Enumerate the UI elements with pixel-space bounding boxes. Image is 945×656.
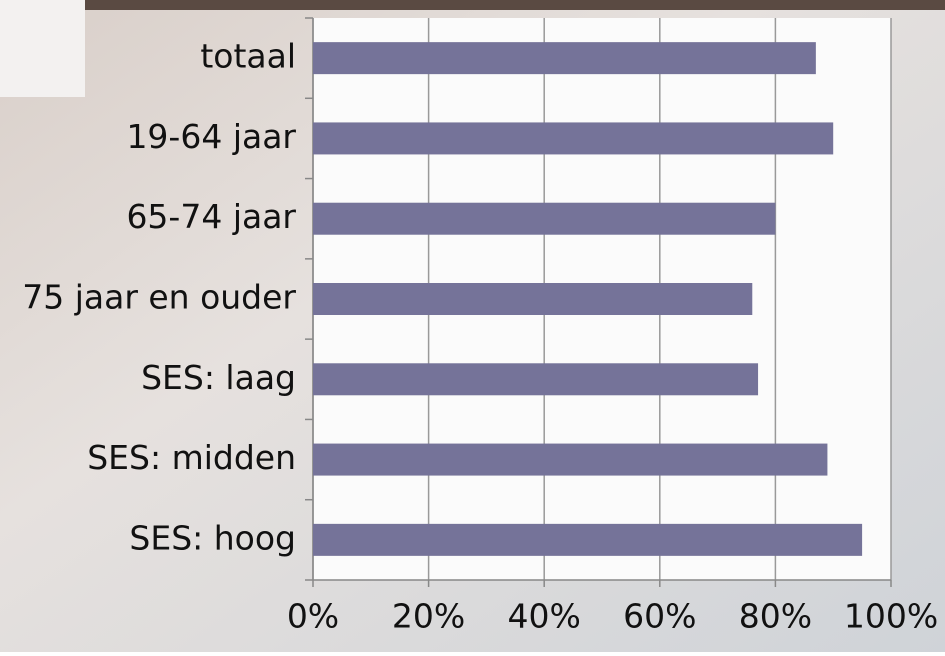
x-tick-label: 0% bbox=[287, 597, 339, 636]
y-tick-label: 19-64 jaar bbox=[126, 117, 296, 156]
chart: 0% 20% 40% 60% 80% 100% totaal 19-64 jaar 65-74 … bbox=[0, 0, 945, 652]
y-tick-label: 65-74 jaar bbox=[126, 197, 296, 236]
photo-edge bbox=[0, 0, 945, 10]
x-tick-label: 60% bbox=[623, 597, 696, 636]
y-tick-label: 75 jaar en ouder bbox=[22, 278, 296, 317]
y-tick-label: totaal bbox=[200, 37, 296, 76]
bar bbox=[313, 363, 758, 395]
x-tick-label: 20% bbox=[392, 597, 465, 636]
x-tick-label: 100% bbox=[844, 597, 938, 636]
bar bbox=[313, 524, 862, 556]
y-tick-label: SES: hoog bbox=[129, 518, 296, 557]
bar bbox=[313, 283, 752, 315]
y-tick-label: SES: midden bbox=[87, 438, 296, 477]
panel bbox=[0, 0, 85, 97]
bar bbox=[313, 444, 827, 476]
x-tick-label: 40% bbox=[508, 597, 581, 636]
bar bbox=[313, 42, 816, 74]
x-tick-label: 80% bbox=[739, 597, 812, 636]
y-tick-label: SES: laag bbox=[141, 358, 296, 397]
bar bbox=[313, 203, 775, 235]
bar bbox=[313, 122, 833, 154]
